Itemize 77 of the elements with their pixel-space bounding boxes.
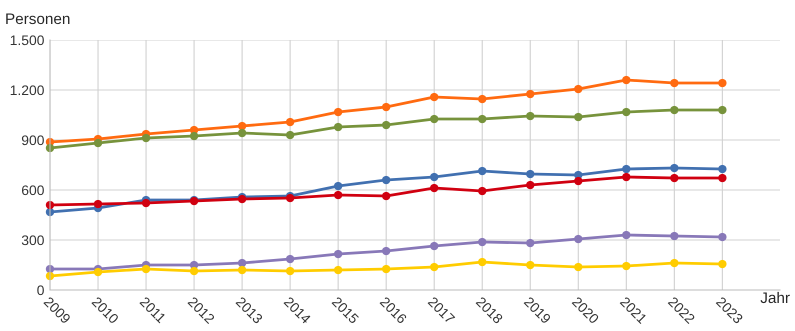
point <box>142 198 150 208</box>
point <box>670 174 679 182</box>
point <box>574 112 582 122</box>
point <box>670 232 679 240</box>
point <box>334 108 342 116</box>
point <box>430 114 438 124</box>
point <box>382 264 390 274</box>
point <box>622 230 630 240</box>
point <box>670 258 679 268</box>
point <box>94 200 102 208</box>
point <box>190 132 198 140</box>
point <box>238 122 246 130</box>
point <box>238 266 246 274</box>
point <box>382 102 390 112</box>
point <box>574 84 582 94</box>
point <box>622 172 630 182</box>
point <box>478 258 486 266</box>
point <box>190 266 198 276</box>
point <box>622 262 630 270</box>
point <box>718 260 727 268</box>
point <box>286 118 294 126</box>
point <box>478 238 486 246</box>
point <box>718 106 727 114</box>
point <box>478 166 486 176</box>
point <box>238 258 246 268</box>
point <box>430 184 438 192</box>
point <box>142 264 150 274</box>
point <box>478 94 486 104</box>
point <box>526 260 534 270</box>
point <box>334 190 342 200</box>
y-tick-label: 900 <box>22 135 44 146</box>
y-axis-title: Personen <box>6 13 70 24</box>
point <box>574 262 582 272</box>
point <box>478 186 486 196</box>
point <box>382 176 390 184</box>
point <box>526 90 534 98</box>
point <box>718 164 727 174</box>
point <box>622 108 630 116</box>
point <box>718 78 727 88</box>
point <box>622 76 630 84</box>
point <box>430 262 438 272</box>
point <box>430 172 438 182</box>
point <box>334 182 342 190</box>
point <box>334 122 342 132</box>
point <box>526 170 534 178</box>
point <box>286 254 294 264</box>
point <box>526 112 534 120</box>
y-tick-label: 600 <box>22 185 44 196</box>
point <box>430 92 438 102</box>
y-tick-label: 300 <box>22 235 44 246</box>
point <box>334 250 342 258</box>
point <box>718 232 727 242</box>
point <box>94 268 102 276</box>
point <box>94 138 102 148</box>
point <box>382 192 390 200</box>
point <box>526 180 534 190</box>
point <box>526 238 534 248</box>
point <box>238 128 246 138</box>
point <box>382 246 390 256</box>
point <box>622 164 630 174</box>
point <box>718 174 727 182</box>
point <box>670 106 679 114</box>
point <box>142 134 150 142</box>
point <box>286 130 294 140</box>
point <box>574 176 582 186</box>
point <box>670 78 679 88</box>
point <box>574 234 582 244</box>
point <box>334 266 342 274</box>
y-tick-label: 0 <box>37 285 44 296</box>
point <box>430 242 438 250</box>
point <box>670 164 679 172</box>
x-axis-title: Jahr <box>760 292 790 304</box>
point <box>286 266 294 276</box>
point <box>478 114 486 124</box>
point <box>382 120 390 130</box>
y-tick-label: 1.500 <box>10 35 44 46</box>
y-tick-label: 1.200 <box>10 85 44 96</box>
